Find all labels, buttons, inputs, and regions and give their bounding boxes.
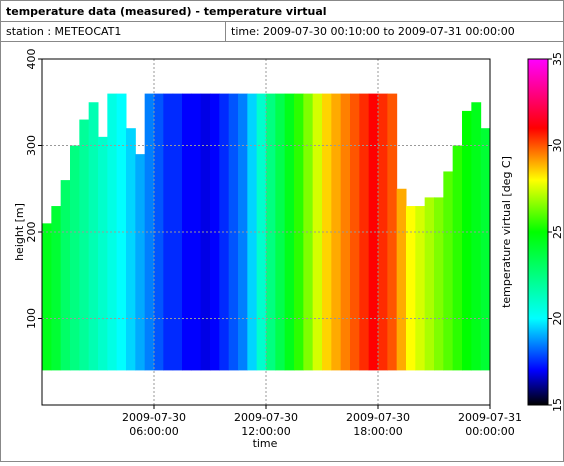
heat-column — [135, 154, 146, 371]
heat-column — [219, 93, 230, 371]
x-tick-label: 2009-07-31 00:00:00 — [458, 411, 522, 438]
heat-column — [434, 197, 444, 371]
heat-column — [275, 93, 286, 371]
heat-column — [480, 128, 491, 371]
heat-column — [443, 171, 454, 371]
plot-border — [41, 58, 491, 406]
heat-column — [387, 93, 398, 371]
heat-column — [462, 110, 472, 371]
heat-column — [51, 206, 62, 371]
heat-column — [396, 188, 407, 371]
heat-column — [312, 93, 323, 371]
heat-column — [452, 145, 463, 371]
colorbar-tick-label: 35 — [551, 52, 564, 66]
y-tick-label: 100 — [25, 308, 38, 329]
heat-column — [424, 197, 435, 371]
heat-column — [471, 102, 482, 371]
heat-column — [42, 223, 52, 371]
heat-column — [126, 128, 136, 371]
station: station : METEOCAT1 — [6, 25, 121, 38]
heat-column — [88, 102, 99, 371]
x-axis-label: time — [253, 437, 278, 450]
colorbar-tick-label: 15 — [551, 398, 564, 412]
heat-column — [107, 93, 118, 371]
heat-column — [284, 93, 295, 371]
chart-title: temperature data (measured) - temperatur… — [6, 5, 327, 18]
heat-column — [331, 93, 342, 371]
heat-column — [247, 93, 258, 371]
heat-column — [200, 93, 211, 371]
colorbar — [527, 58, 549, 406]
time-range: time: 2009-07-30 00:10:00 to 2009-07-31 … — [231, 25, 515, 38]
heat-column — [406, 206, 416, 371]
heat-column — [70, 145, 80, 371]
y-tick-label: 400 — [25, 49, 38, 70]
heat-column — [98, 136, 108, 371]
colorbar-label: temperature virtual [deg C] — [500, 156, 513, 308]
heat-column — [228, 93, 239, 371]
heat-column — [60, 180, 71, 371]
colorbar-tick-label: 25 — [551, 225, 564, 239]
colorbar-tick-label: 30 — [551, 139, 564, 153]
heat-column — [359, 93, 370, 371]
y-tick-label: 300 — [25, 135, 38, 156]
heat-column — [163, 93, 174, 371]
heat-column — [303, 93, 314, 371]
heat-column — [79, 119, 90, 371]
x-tick-label: 2009-07-30 06:00:00 — [122, 411, 186, 438]
heat-column — [191, 93, 202, 371]
heat-column — [144, 93, 155, 371]
heat-column — [172, 93, 183, 371]
heat-column — [256, 93, 267, 371]
y-tick-label: 200 — [25, 222, 38, 243]
heat-column — [340, 93, 351, 371]
y-axis-label: height [m] — [13, 203, 26, 261]
heat-column — [368, 93, 379, 371]
colorbar-tick-label: 20 — [551, 312, 564, 326]
heat-column — [116, 93, 127, 371]
x-tick-label: 2009-07-30 12:00:00 — [234, 411, 298, 438]
x-tick-label: 2009-07-30 18:00:00 — [346, 411, 410, 438]
heat-column — [415, 206, 426, 371]
